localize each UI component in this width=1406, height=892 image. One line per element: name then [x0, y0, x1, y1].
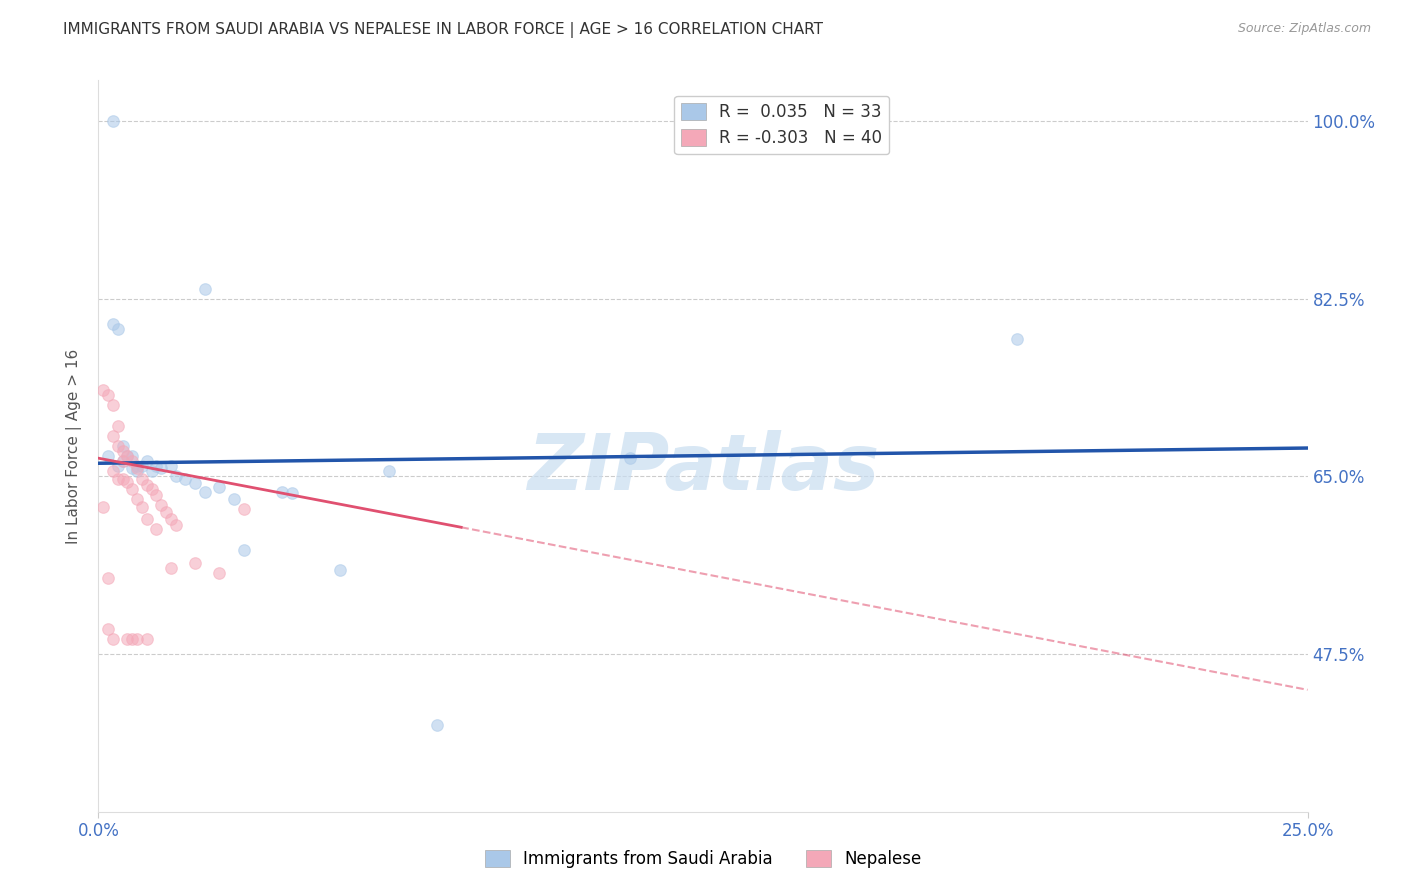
Point — [117, 449, 139, 463]
Point — [131, 459, 153, 474]
Point — [145, 488, 167, 502]
Point — [121, 632, 143, 646]
Legend: Immigrants from Saudi Arabia, Nepalese: Immigrants from Saudi Arabia, Nepalese — [478, 843, 928, 875]
Y-axis label: In Labor Force | Age > 16: In Labor Force | Age > 16 — [66, 349, 83, 543]
Point — [101, 464, 124, 478]
Point — [121, 454, 143, 468]
Point — [165, 469, 187, 483]
Point — [281, 485, 304, 500]
Point — [131, 500, 153, 514]
Point — [97, 622, 120, 636]
Point — [111, 439, 134, 453]
Point — [107, 322, 129, 336]
Point — [150, 498, 173, 512]
Point — [426, 718, 449, 732]
Point — [101, 632, 124, 646]
Point — [111, 471, 134, 485]
Point — [184, 556, 207, 570]
Point — [135, 632, 157, 646]
Point — [111, 454, 134, 468]
Legend: R =  0.035   N = 33, R = -0.303   N = 40: R = 0.035 N = 33, R = -0.303 N = 40 — [675, 96, 889, 154]
Point — [117, 632, 139, 646]
Point — [194, 484, 217, 499]
Point — [127, 491, 149, 506]
Point — [222, 491, 245, 506]
Point — [121, 482, 143, 496]
Point — [141, 482, 163, 496]
Point — [111, 444, 134, 458]
Point — [232, 502, 254, 516]
Point — [194, 281, 217, 295]
Point — [127, 461, 149, 475]
Text: Source: ZipAtlas.com: Source: ZipAtlas.com — [1237, 22, 1371, 36]
Point — [127, 632, 149, 646]
Point — [101, 429, 124, 443]
Point — [329, 563, 352, 577]
Point — [141, 464, 163, 478]
Point — [1007, 332, 1029, 346]
Point — [165, 518, 187, 533]
Point — [135, 477, 157, 491]
Point — [107, 439, 129, 453]
Point — [174, 471, 197, 485]
Point — [121, 449, 143, 463]
Point — [135, 512, 157, 526]
Point — [91, 383, 114, 397]
Point — [131, 471, 153, 485]
Point — [208, 480, 231, 494]
Point — [111, 454, 134, 468]
Point — [107, 418, 129, 433]
Point — [117, 475, 139, 489]
Point — [107, 471, 129, 485]
Point — [117, 449, 139, 463]
Point — [160, 512, 183, 526]
Point — [127, 459, 149, 474]
Point — [145, 459, 167, 474]
Point — [208, 566, 231, 580]
Point — [121, 461, 143, 475]
Point — [91, 500, 114, 514]
Point — [155, 505, 177, 519]
Point — [101, 114, 124, 128]
Text: ZIPatlas: ZIPatlas — [527, 430, 879, 506]
Text: IMMIGRANTS FROM SAUDI ARABIA VS NEPALESE IN LABOR FORCE | AGE > 16 CORRELATION C: IMMIGRANTS FROM SAUDI ARABIA VS NEPALESE… — [63, 22, 824, 38]
Point — [377, 464, 399, 478]
Point — [97, 388, 120, 402]
Point — [160, 459, 183, 474]
Point — [619, 451, 641, 466]
Point — [271, 484, 294, 499]
Point — [107, 459, 129, 474]
Point — [135, 454, 157, 468]
Point — [97, 571, 120, 585]
Point — [101, 317, 124, 331]
Point — [127, 464, 149, 478]
Point — [101, 398, 124, 412]
Point — [232, 542, 254, 557]
Point — [150, 461, 173, 475]
Point — [145, 522, 167, 536]
Point — [160, 561, 183, 575]
Point — [184, 475, 207, 490]
Point — [97, 449, 120, 463]
